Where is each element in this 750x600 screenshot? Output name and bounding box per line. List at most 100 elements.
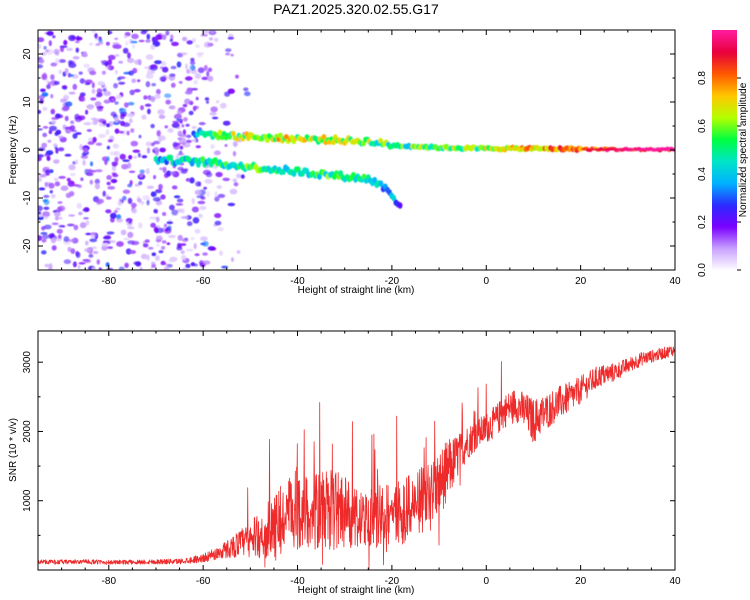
noise-blob xyxy=(194,228,201,234)
noise-blob xyxy=(240,174,245,179)
noise-blob xyxy=(83,122,92,126)
colorbar-step xyxy=(712,50,737,53)
noise-blob xyxy=(42,106,48,111)
noise-blob xyxy=(83,217,89,220)
noise-blob xyxy=(131,240,135,246)
noise-blob xyxy=(76,202,83,209)
upper-branch-blob xyxy=(208,130,214,136)
noise-blob xyxy=(43,216,49,220)
noise-blob xyxy=(182,36,188,42)
colorbar-step xyxy=(712,120,737,123)
noise-blob xyxy=(45,150,54,156)
noise-blob xyxy=(127,197,133,204)
noise-blob xyxy=(90,169,97,173)
noise-blob xyxy=(96,259,101,265)
noise-blob xyxy=(217,193,226,198)
noise-blob xyxy=(79,78,86,84)
noise-blob xyxy=(38,37,45,43)
noise-blob xyxy=(191,206,199,213)
colorbar-step xyxy=(712,68,737,71)
noise-blob xyxy=(144,103,152,107)
colorbar-step xyxy=(712,74,737,77)
noise-blob xyxy=(150,142,155,147)
colorbar-step xyxy=(712,202,737,205)
noise-blob xyxy=(194,253,200,257)
noise-blob xyxy=(182,129,187,136)
colorbar-step xyxy=(712,216,737,219)
colorbar-step xyxy=(712,44,737,47)
noise-blob xyxy=(43,206,50,210)
noise-blob xyxy=(145,39,151,43)
noise-blob xyxy=(190,57,195,62)
colorbar-step xyxy=(712,48,737,51)
noise-blob xyxy=(160,61,167,67)
noise-blob xyxy=(142,243,149,248)
noise-blob xyxy=(145,141,153,147)
noise-blob xyxy=(145,73,154,79)
noise-blob xyxy=(68,239,74,242)
x-tick-label: 40 xyxy=(669,276,681,287)
noise-blob xyxy=(160,260,166,265)
noise-blob xyxy=(177,166,184,171)
y-tick-label: 20 xyxy=(22,48,33,60)
noise-blob xyxy=(79,222,87,229)
noise-blob xyxy=(115,207,121,211)
noise-blob xyxy=(176,61,182,68)
noise-blob xyxy=(185,248,194,252)
colorbar-step xyxy=(712,110,737,113)
noise-blob xyxy=(138,39,145,43)
noise-blob xyxy=(158,114,166,119)
noise-blob xyxy=(155,189,163,194)
noise-blob xyxy=(160,194,166,200)
y-tick-label: -20 xyxy=(22,238,33,253)
colorbar-tick-label: 0.0 xyxy=(697,263,708,277)
noise-blob xyxy=(189,64,196,71)
noise-blob xyxy=(118,266,125,270)
colorbar-step xyxy=(712,86,737,89)
noise-blob xyxy=(107,54,116,61)
noise-blob xyxy=(176,198,184,203)
noise-blob xyxy=(114,101,119,105)
noise-blob xyxy=(185,178,191,182)
noise-blob xyxy=(94,183,100,190)
colorbar-step xyxy=(712,166,737,169)
noise-blob xyxy=(120,120,125,127)
snr-background xyxy=(38,331,675,570)
noise-blob xyxy=(91,267,96,270)
noise-blob xyxy=(166,221,174,225)
colorbar-step xyxy=(712,52,737,55)
colorbar-step xyxy=(712,164,737,167)
snr-x-axis-label: Height of straight line (km) xyxy=(298,585,415,596)
colorbar-tick-label: 0.2 xyxy=(697,215,708,229)
noise-blob xyxy=(180,243,187,247)
noise-blob xyxy=(155,239,162,243)
noise-blob xyxy=(50,94,54,99)
noise-blob xyxy=(43,224,52,230)
colorbar-step xyxy=(712,108,737,111)
noise-blob xyxy=(158,183,163,191)
colorbar-step xyxy=(712,54,737,57)
upper-branch-blob xyxy=(278,132,283,139)
noise-blob xyxy=(38,235,43,242)
colorbar-step xyxy=(712,148,737,151)
noise-blob xyxy=(101,70,106,75)
noise-blob xyxy=(61,85,68,89)
colorbar-step xyxy=(712,248,737,251)
colorbar-step xyxy=(712,252,737,255)
noise-blob xyxy=(198,213,203,219)
colorbar-step xyxy=(712,264,737,267)
noise-blob xyxy=(124,262,129,268)
noise-blob xyxy=(197,67,205,74)
noise-blob xyxy=(177,242,182,249)
noise-blob xyxy=(38,109,42,114)
noise-blob xyxy=(107,65,111,70)
noise-blob xyxy=(154,255,160,261)
noise-blob xyxy=(49,125,57,131)
noise-blob xyxy=(140,105,144,111)
colorbar-step xyxy=(712,94,737,97)
noise-blob xyxy=(101,245,108,251)
noise-blob xyxy=(194,105,199,110)
noise-blob xyxy=(229,188,238,195)
noise-blob xyxy=(161,240,167,244)
colorbar-step xyxy=(712,112,737,115)
